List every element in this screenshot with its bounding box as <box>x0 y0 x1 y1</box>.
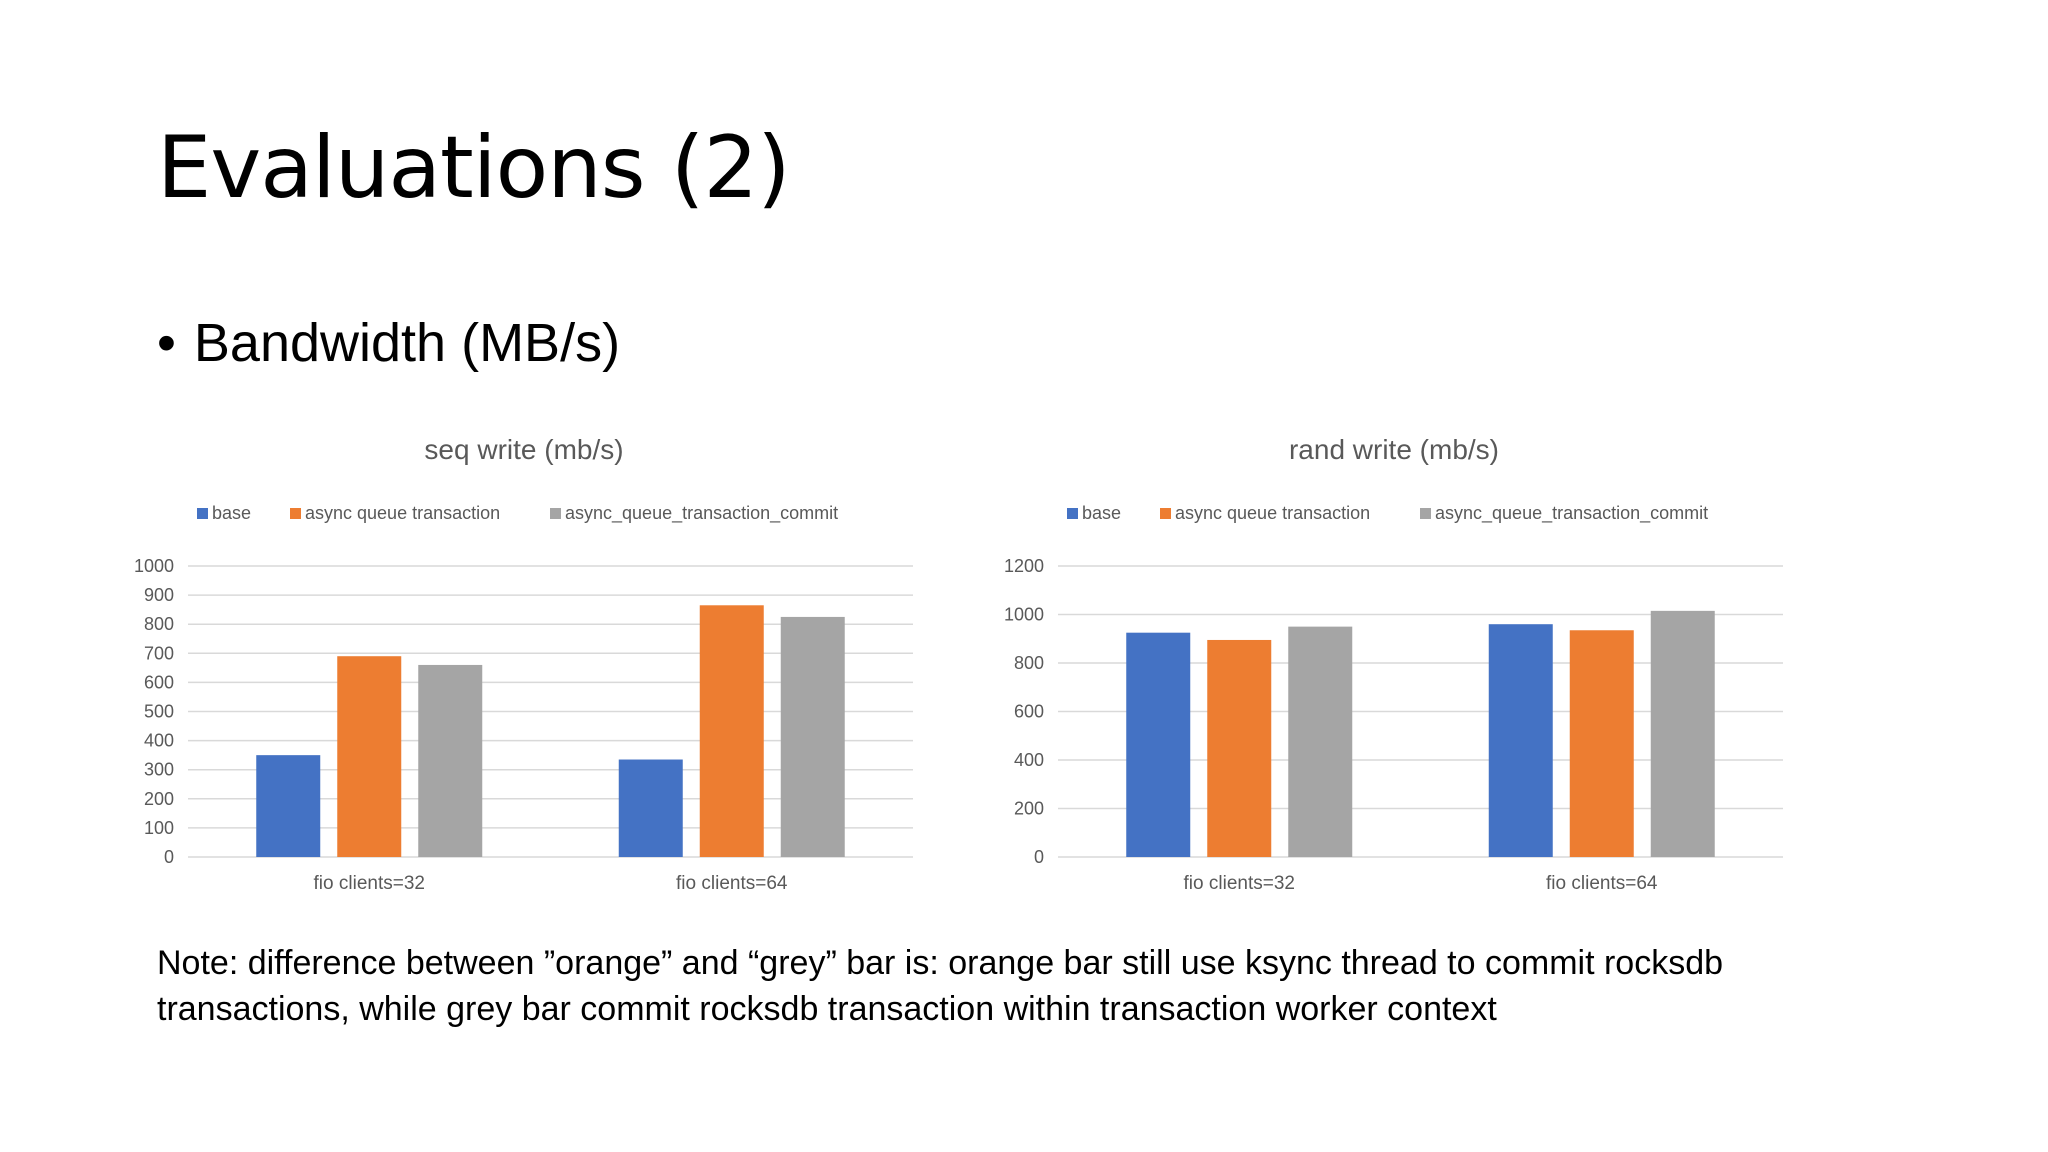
seq-x-tick-label: fio clients=32 <box>314 873 425 894</box>
note-text: Note: difference between ”orange” and “g… <box>157 944 1724 1028</box>
rand-y-tick-label: 200 <box>1014 799 1044 819</box>
rand-y-tick-label: 0 <box>1034 847 1044 867</box>
seq-x-tick-label: fio clients=64 <box>676 873 788 894</box>
seq-y-tick-label: 500 <box>144 702 174 722</box>
rand-bar-3-cat-1 <box>1288 626 1353 857</box>
rand-bar-3-cat-2 <box>1650 610 1715 857</box>
rand-write-chart: rand write (mb/s) base async queue transac… <box>960 420 1860 910</box>
rand-y-tick-label: 1000 <box>1004 605 1044 625</box>
seq-write-chart: seq write (mb/s) base async queue transact… <box>90 420 990 910</box>
slide-title: Evaluations (2) <box>157 118 791 218</box>
seq-legend-swatch-2 <box>290 508 301 519</box>
rand-y-tick-label: 1200 <box>1004 556 1044 576</box>
seq-y-tick-label: 200 <box>144 789 174 809</box>
bullet-point: • Bandwidth (MB/s) <box>157 312 620 374</box>
seq-write-chart-svg: seq write (mb/s) base async queue transact… <box>134 434 913 894</box>
rand-y-tick-label: 800 <box>1014 653 1044 673</box>
rand-bar-2-cat-2 <box>1569 630 1634 857</box>
seq-bar-2-cat-1 <box>337 656 402 857</box>
seq-chart-title: seq write (mb/s) <box>424 434 623 465</box>
seq-legend-swatch-3 <box>550 508 561 519</box>
rand-chart-title: rand write (mb/s) <box>1289 434 1499 465</box>
seq-y-tick-label: 800 <box>144 614 174 634</box>
seq-legend-label-1: base <box>212 503 251 523</box>
seq-legend-label-2: async queue transaction <box>305 503 500 523</box>
seq-bar-3-cat-1 <box>418 664 483 857</box>
seq-bar-1-cat-2 <box>618 759 683 857</box>
rand-x-tick-label: fio clients=64 <box>1546 873 1658 894</box>
seq-legend-swatch-1 <box>197 508 208 519</box>
rand-y-tick-label: 400 <box>1014 750 1044 770</box>
seq-y-tick-label: 1000 <box>134 556 174 576</box>
seq-y-tick-label: 700 <box>144 643 174 663</box>
bullet-icon: • <box>157 313 176 373</box>
rand-legend-label-3: async_queue_transaction_commit <box>1435 503 1708 524</box>
seq-y-tick-label: 600 <box>144 672 174 692</box>
rand-legend-swatch-3 <box>1420 508 1431 519</box>
rand-legend-label-2: async queue transaction <box>1175 503 1370 523</box>
seq-bar-1-cat-1 <box>256 755 321 857</box>
rand-legend-swatch-2 <box>1160 508 1171 519</box>
rand-legend-label-1: base <box>1082 503 1121 523</box>
seq-y-tick-label: 900 <box>144 585 174 605</box>
rand-y-tick-label: 600 <box>1014 702 1044 722</box>
seq-bar-2-cat-2 <box>699 605 764 857</box>
seq-y-tick-label: 0 <box>164 847 174 867</box>
seq-legend-label-3: async_queue_transaction_commit <box>565 503 838 524</box>
rand-bar-1-cat-2 <box>1488 624 1553 857</box>
seq-y-tick-label: 400 <box>144 731 174 751</box>
bullet-text: Bandwidth (MB/s) <box>193 313 621 373</box>
seq-y-tick-label: 300 <box>144 760 174 780</box>
rand-write-chart-svg: rand write (mb/s) base async queue transac… <box>1004 434 1783 894</box>
rand-bar-2-cat-1 <box>1207 639 1272 857</box>
seq-y-tick-label: 100 <box>144 818 174 838</box>
rand-bar-1-cat-1 <box>1126 632 1191 857</box>
rand-legend-swatch-1 <box>1067 508 1078 519</box>
rand-x-tick-label: fio clients=32 <box>1184 873 1295 894</box>
seq-bar-3-cat-2 <box>780 616 845 857</box>
